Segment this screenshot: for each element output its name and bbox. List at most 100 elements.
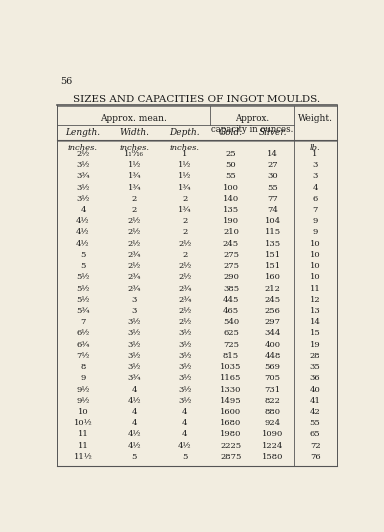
- Text: 2¾: 2¾: [178, 296, 192, 304]
- Text: 56: 56: [60, 77, 72, 86]
- Text: 13: 13: [310, 307, 321, 315]
- Text: 65: 65: [310, 430, 320, 438]
- Text: 72: 72: [310, 442, 320, 450]
- Text: 7: 7: [313, 206, 318, 214]
- Text: 4½: 4½: [178, 442, 192, 450]
- Text: 256: 256: [265, 307, 281, 315]
- Text: 5½: 5½: [76, 296, 90, 304]
- Text: 1980: 1980: [220, 430, 242, 438]
- Text: 5: 5: [132, 453, 137, 461]
- Text: 190: 190: [223, 217, 239, 225]
- Text: 10: 10: [310, 273, 320, 281]
- Text: 3¾: 3¾: [127, 375, 141, 383]
- Text: inches.: inches.: [119, 144, 149, 152]
- Text: 76: 76: [310, 453, 320, 461]
- Text: 2½: 2½: [127, 262, 141, 270]
- Text: 815: 815: [223, 352, 239, 360]
- Text: 1680: 1680: [220, 419, 242, 427]
- Text: 11: 11: [310, 285, 321, 293]
- Text: 135: 135: [223, 206, 239, 214]
- Text: 12: 12: [310, 296, 320, 304]
- Text: 40: 40: [310, 386, 321, 394]
- Text: 4: 4: [132, 408, 137, 416]
- Text: 5: 5: [182, 453, 187, 461]
- Text: 1600: 1600: [220, 408, 242, 416]
- Text: 55: 55: [267, 184, 278, 192]
- Text: 2½: 2½: [76, 150, 89, 158]
- Text: 297: 297: [265, 318, 281, 326]
- Text: 10: 10: [310, 262, 320, 270]
- Text: 3¾: 3¾: [76, 172, 90, 180]
- Text: 2¾: 2¾: [127, 285, 141, 293]
- Text: 3½: 3½: [178, 352, 192, 360]
- Text: 36: 36: [310, 375, 320, 383]
- Text: 50: 50: [226, 161, 236, 169]
- Text: 9: 9: [313, 217, 318, 225]
- Text: 2: 2: [132, 195, 137, 203]
- Text: Weight.: Weight.: [298, 114, 333, 123]
- Text: 1495: 1495: [220, 397, 242, 405]
- Text: 6¾: 6¾: [76, 340, 89, 348]
- Text: 2: 2: [182, 195, 187, 203]
- Text: 4½: 4½: [76, 228, 90, 236]
- Text: 3½: 3½: [127, 352, 141, 360]
- Text: Length.: Length.: [65, 128, 101, 137]
- Text: 3½: 3½: [127, 340, 141, 348]
- Text: 55: 55: [226, 172, 237, 180]
- Text: 7½: 7½: [76, 352, 90, 360]
- Text: 275: 275: [223, 251, 239, 259]
- Text: 2½: 2½: [178, 262, 192, 270]
- Text: 2½: 2½: [127, 228, 141, 236]
- Text: 6½: 6½: [76, 329, 89, 337]
- Text: 140: 140: [223, 195, 239, 203]
- Text: 2: 2: [182, 228, 187, 236]
- Text: 27: 27: [267, 161, 278, 169]
- Text: 100: 100: [223, 184, 239, 192]
- Text: 9½: 9½: [76, 397, 90, 405]
- Text: 2½: 2½: [178, 239, 192, 247]
- Text: 1₁⁰⁄₁₆: 1₁⁰⁄₁₆: [124, 150, 144, 158]
- Text: SIZES AND CAPACITIES OF INGOT MOULDS.: SIZES AND CAPACITIES OF INGOT MOULDS.: [73, 95, 320, 104]
- Text: 151: 151: [265, 251, 281, 259]
- Text: 28: 28: [310, 352, 320, 360]
- Text: 1: 1: [313, 150, 318, 158]
- Text: Approx.
capacity in ounces.: Approx. capacity in ounces.: [211, 114, 293, 134]
- Text: 1¾: 1¾: [178, 184, 192, 192]
- Text: 9: 9: [80, 375, 86, 383]
- Text: 14: 14: [310, 318, 321, 326]
- Text: Width.: Width.: [119, 128, 149, 137]
- Text: 104: 104: [265, 217, 281, 225]
- Text: 275: 275: [223, 262, 239, 270]
- Text: 212: 212: [265, 285, 281, 293]
- Text: 1½: 1½: [178, 161, 192, 169]
- Text: Approx. mean.: Approx. mean.: [100, 114, 167, 123]
- Text: 2: 2: [182, 251, 187, 259]
- Text: 540: 540: [223, 318, 239, 326]
- Text: 210: 210: [223, 228, 239, 236]
- Text: 35: 35: [310, 363, 321, 371]
- Text: 14: 14: [267, 150, 278, 158]
- Text: inches.: inches.: [68, 144, 98, 152]
- Text: 3½: 3½: [178, 340, 192, 348]
- Text: 7: 7: [80, 318, 86, 326]
- Text: 3½: 3½: [178, 386, 192, 394]
- Text: 2½: 2½: [178, 307, 192, 315]
- Text: 465: 465: [223, 307, 239, 315]
- Text: 5½: 5½: [76, 285, 90, 293]
- Text: 4½: 4½: [76, 239, 90, 247]
- Text: 2: 2: [132, 206, 137, 214]
- Text: 2¾: 2¾: [127, 251, 141, 259]
- Text: 4½: 4½: [127, 397, 141, 405]
- Text: 1½: 1½: [127, 161, 141, 169]
- Text: 1: 1: [182, 150, 187, 158]
- Text: 1¾: 1¾: [127, 184, 141, 192]
- Text: 731: 731: [265, 386, 281, 394]
- Text: 11: 11: [78, 430, 88, 438]
- Text: 1½: 1½: [178, 172, 192, 180]
- Text: 3½: 3½: [127, 318, 141, 326]
- Text: 11½: 11½: [73, 453, 93, 461]
- Text: Silver.: Silver.: [258, 128, 287, 137]
- Text: 9½: 9½: [76, 386, 90, 394]
- Text: 42: 42: [310, 408, 321, 416]
- Text: Gold.: Gold.: [219, 128, 243, 137]
